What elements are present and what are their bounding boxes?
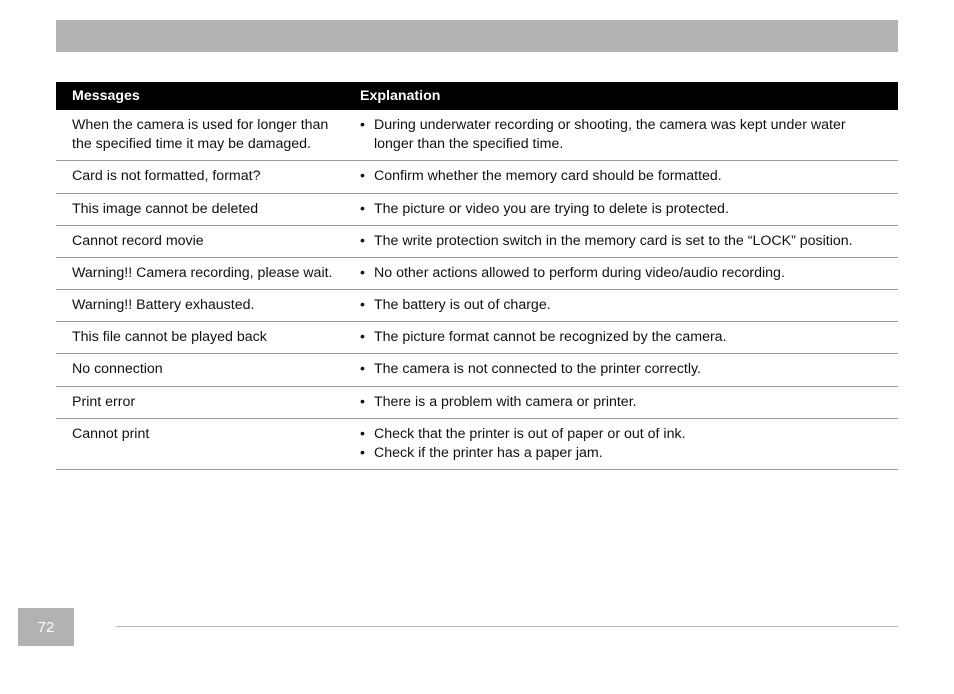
message-cell: Warning!! Camera recording, please wait. <box>56 257 356 289</box>
explanation-list: Check that the printer is out of paper o… <box>360 425 888 463</box>
message-cell: When the camera is used for longer than … <box>56 110 356 161</box>
explanation-cell: Confirm whether the memory card should b… <box>356 161 898 193</box>
explanation-list: The camera is not connected to the print… <box>360 360 888 379</box>
explanation-item: The picture format cannot be recognized … <box>360 328 888 347</box>
table-row: Card is not formatted, format? Confirm w… <box>56 161 898 193</box>
table-row: Warning!! Battery exhausted. The battery… <box>56 290 898 322</box>
table-row: This file cannot be played back The pict… <box>56 322 898 354</box>
explanation-item: Check that the printer is out of paper o… <box>360 425 888 444</box>
header-bar <box>56 20 898 52</box>
page: Messages Explanation When the camera is … <box>0 0 954 694</box>
message-cell: Print error <box>56 386 356 418</box>
col-header-messages: Messages <box>56 82 356 110</box>
explanation-list: Confirm whether the memory card should b… <box>360 167 888 186</box>
explanation-item: The camera is not connected to the print… <box>360 360 888 379</box>
explanation-list: The picture or video you are trying to d… <box>360 200 888 219</box>
table-row: Print error There is a problem with came… <box>56 386 898 418</box>
explanation-cell: During underwater recording or shooting,… <box>356 110 898 161</box>
footer-rule <box>116 626 898 627</box>
explanation-list: There is a problem with camera or printe… <box>360 393 888 412</box>
explanation-item: The write protection switch in the memor… <box>360 232 888 251</box>
explanation-cell: The write protection switch in the memor… <box>356 225 898 257</box>
explanation-item: The picture or video you are trying to d… <box>360 200 888 219</box>
table-row: When the camera is used for longer than … <box>56 110 898 161</box>
explanation-list: The battery is out of charge. <box>360 296 888 315</box>
explanation-item: Check if the printer has a paper jam. <box>360 444 888 463</box>
col-header-explanation: Explanation <box>356 82 898 110</box>
message-cell: This image cannot be deleted <box>56 193 356 225</box>
table-row: No connection The camera is not connecte… <box>56 354 898 386</box>
explanation-cell: The battery is out of charge. <box>356 290 898 322</box>
message-cell: Warning!! Battery exhausted. <box>56 290 356 322</box>
explanation-cell: The picture format cannot be recognized … <box>356 322 898 354</box>
message-cell: This file cannot be played back <box>56 322 356 354</box>
explanation-item: During underwater recording or shooting,… <box>360 116 888 154</box>
explanation-item: The battery is out of charge. <box>360 296 888 315</box>
table-row: Cannot print Check that the printer is o… <box>56 418 898 469</box>
explanation-cell: There is a problem with camera or printe… <box>356 386 898 418</box>
message-cell: Cannot record movie <box>56 225 356 257</box>
explanation-cell: The camera is not connected to the print… <box>356 354 898 386</box>
explanation-item: Confirm whether the memory card should b… <box>360 167 888 186</box>
explanation-list: The picture format cannot be recognized … <box>360 328 888 347</box>
explanation-cell: Check that the printer is out of paper o… <box>356 418 898 469</box>
explanation-list: No other actions allowed to perform duri… <box>360 264 888 283</box>
table-header-row: Messages Explanation <box>56 82 898 110</box>
table-row: Cannot record movie The write protection… <box>56 225 898 257</box>
page-number: 72 <box>18 608 74 646</box>
explanation-list: During underwater recording or shooting,… <box>360 116 888 154</box>
explanation-list: The write protection switch in the memor… <box>360 232 888 251</box>
message-cell: Cannot print <box>56 418 356 469</box>
messages-table: Messages Explanation When the camera is … <box>56 82 898 470</box>
message-cell: No connection <box>56 354 356 386</box>
content-area: Messages Explanation When the camera is … <box>56 82 898 470</box>
explanation-item: No other actions allowed to perform duri… <box>360 264 888 283</box>
table-row: This image cannot be deleted The picture… <box>56 193 898 225</box>
table-row: Warning!! Camera recording, please wait.… <box>56 257 898 289</box>
explanation-cell: No other actions allowed to perform duri… <box>356 257 898 289</box>
explanation-item: There is a problem with camera or printe… <box>360 393 888 412</box>
message-cell: Card is not formatted, format? <box>56 161 356 193</box>
explanation-cell: The picture or video you are trying to d… <box>356 193 898 225</box>
table-body: When the camera is used for longer than … <box>56 110 898 470</box>
